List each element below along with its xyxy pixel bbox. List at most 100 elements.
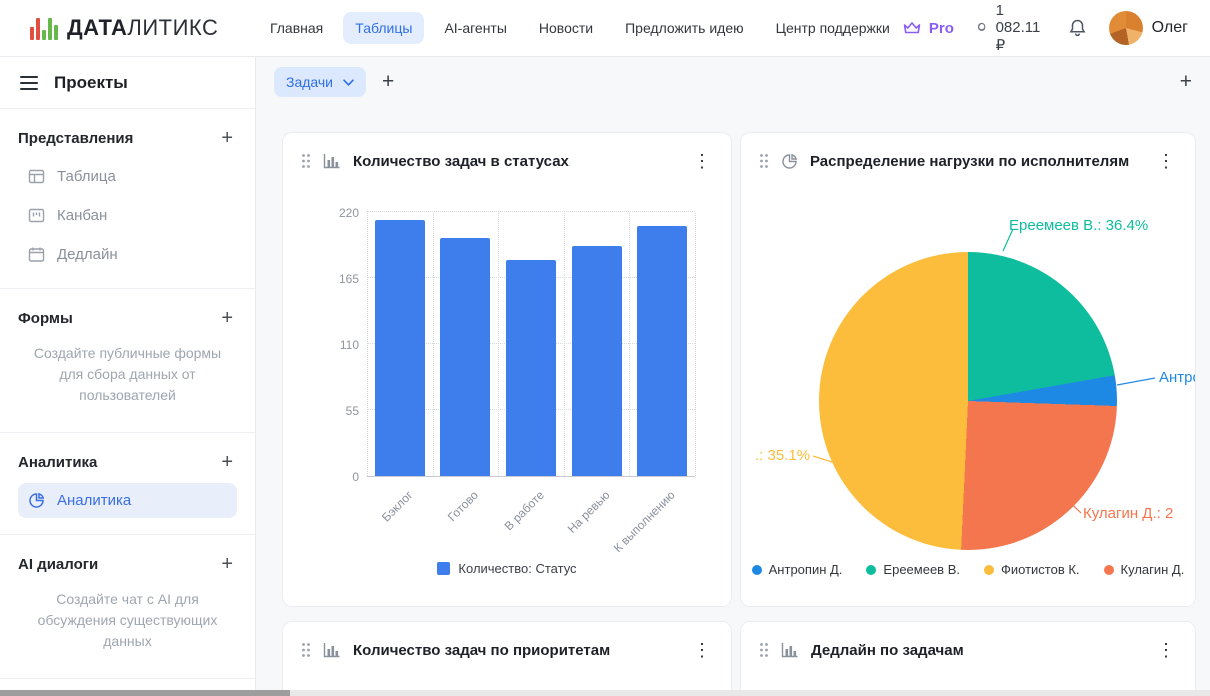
add-tab-button[interactable]: + [382, 70, 395, 93]
bar-chart-icon [323, 153, 341, 169]
bell-icon [1069, 19, 1086, 37]
drag-handle-icon[interactable] [301, 153, 311, 169]
section-forms: Формы + Создайте публичные формы для сбо… [0, 288, 255, 433]
kanban-icon [28, 208, 45, 223]
sidebar-title: Проекты [54, 72, 128, 92]
ai-dialogs-description: Создайте чат с AI для обсуждения существ… [37, 591, 218, 649]
pie-graphic[interactable] [819, 252, 1117, 550]
logo-bars-icon [30, 16, 58, 40]
add-analytics-button[interactable]: + [221, 451, 233, 473]
pie-label-fiotistov: .: 35.1% [755, 447, 811, 464]
card-title: Распределение нагрузки по исполнителям [810, 152, 1130, 170]
nav-tables[interactable]: Таблицы [343, 12, 425, 44]
logo-bold: ДАТА [67, 15, 128, 40]
tab-tasks[interactable]: Задачи [274, 67, 367, 97]
sidebar-item-analytics[interactable]: Аналитика [18, 483, 237, 518]
bar-chart-icon [781, 642, 799, 658]
legend-label: Количество: Статус [458, 561, 577, 576]
sidebar-item-label: Дедлайн [57, 246, 118, 263]
horizontal-scrollbar[interactable] [0, 690, 1210, 696]
bar-chart-icon [323, 642, 341, 658]
add-form-button[interactable]: + [221, 307, 233, 329]
bar-Бэклог[interactable] [374, 220, 425, 476]
card-load-by-assignee: Распределение нагрузки по исполнителям ⋮… [740, 132, 1196, 607]
hamburger-icon[interactable] [20, 75, 38, 90]
tab-bar: Задачи + + [256, 57, 1210, 107]
section-forms-title: Формы [18, 309, 73, 327]
legend-item[interactable]: Кулагин Д. [1103, 562, 1184, 577]
pro-button[interactable]: Pro [902, 20, 954, 37]
bar-На ревью[interactable] [571, 245, 622, 476]
section-views: Представления + Таблица Канбан Дедлайн [0, 109, 255, 288]
nav-home[interactable]: Главная [269, 20, 324, 36]
nav-ai-agents[interactable]: AI-агенты [444, 20, 507, 36]
sidebar: Проекты Представления + Таблица Канбан Д… [0, 57, 256, 696]
legend-label: Ереемеев В. [883, 562, 960, 577]
legend-item[interactable]: Фиотистов К. [983, 562, 1080, 577]
main-nav: Главная Таблицы AI-агенты Новости Предло… [258, 12, 902, 44]
section-views-title: Представления [18, 129, 134, 147]
sidebar-item-table[interactable]: Таблица [18, 159, 237, 194]
user-menu[interactable]: Олег [1108, 11, 1188, 45]
logo[interactable]: ДАТАЛИТИКС [0, 15, 222, 41]
crown-icon [903, 22, 921, 34]
bar-chart-legend[interactable]: Количество: Статус [283, 561, 731, 576]
drag-handle-icon[interactable] [759, 153, 769, 169]
pie-label-kulagin: Кулагин Д.: 2 [1083, 505, 1174, 522]
balance[interactable]: 1 082.11 ₽ [976, 2, 1046, 54]
pie-icon [29, 492, 45, 508]
nav-support-center[interactable]: Центр поддержки [775, 20, 890, 36]
bar-К выполнению[interactable] [637, 226, 688, 476]
bar-Готово[interactable] [440, 238, 491, 476]
legend-item[interactable]: Ереемеев В. [866, 562, 960, 577]
drag-handle-icon[interactable] [301, 642, 311, 658]
bar-chart-yaxis: 0 55 110 165 220 [338, 206, 359, 484]
pie-chart-legend: Антропин Д. Ереемеев В. Фиотистов К. Кул… [741, 562, 1195, 577]
logo-wordmark: ДАТАЛИТИКС [67, 15, 218, 41]
section-analytics-title: Аналитика [18, 453, 98, 471]
balance-amount: 1 082.11 ₽ [995, 2, 1041, 54]
add-widget-button[interactable]: + [1179, 70, 1192, 93]
main-content: Задачи + + Количество задач в статусах ⋮ [256, 57, 1210, 696]
bar-chart-xaxis: Бэклог Готово В работе На ревью К выполнению [379, 488, 679, 556]
bar-В работе[interactable] [506, 260, 556, 476]
scrollbar-thumb[interactable] [0, 690, 290, 696]
bar-plot [367, 211, 696, 477]
nav-suggest-idea[interactable]: Предложить идею [625, 20, 744, 36]
chevron-down-icon [343, 78, 354, 86]
add-view-button[interactable]: + [221, 127, 233, 149]
card-header: Количество задач по приоритетам ⋮ [283, 622, 731, 678]
pro-label: Pro [928, 19, 954, 37]
tab-tasks-label: Задачи [286, 74, 334, 90]
sidebar-item-label: Аналитика [57, 492, 132, 509]
section-analytics: Аналитика + Аналитика [0, 433, 255, 534]
legend-item[interactable]: Антропин Д. [751, 562, 842, 577]
kebab-menu-icon[interactable]: ⋮ [1157, 639, 1175, 660]
pie-chart-icon [781, 153, 798, 170]
notifications-button[interactable] [1068, 18, 1087, 38]
kebab-menu-icon[interactable]: ⋮ [693, 639, 711, 660]
card-header: Распределение нагрузки по исполнителям ⋮ [741, 133, 1195, 189]
sidebar-item-deadline[interactable]: Дедлайн [18, 237, 237, 272]
legend-dot [751, 564, 762, 575]
header-right: Pro 1 082.11 ₽ Олег [902, 2, 1210, 54]
card-title: Дедлайн по задачам [811, 641, 964, 659]
avatar [1108, 11, 1143, 45]
card-header: Дедлайн по задачам ⋮ [741, 622, 1195, 678]
legend-dot [866, 564, 877, 575]
add-ai-dialog-button[interactable]: + [221, 553, 233, 575]
section-ai-dialogs: AI диалоги + Создайте чат с AI для обсуж… [0, 534, 255, 679]
sidebar-item-label: Таблица [57, 168, 116, 185]
kebab-menu-icon[interactable]: ⋮ [1157, 150, 1175, 171]
card-header: Количество задач в статусах ⋮ [283, 133, 731, 189]
card-tasks-by-status: Количество задач в статусах ⋮ 0 55 110 165 2… [282, 132, 732, 607]
sidebar-header: Проекты [0, 57, 255, 109]
nav-news[interactable]: Новости [538, 20, 594, 36]
section-ai-dialogs-title: AI диалоги [18, 555, 99, 573]
header: ДАТАЛИТИКС Главная Таблицы AI-агенты Нов… [0, 0, 1210, 57]
kebab-menu-icon[interactable]: ⋮ [693, 150, 711, 171]
pie-label-antropin: Антро [1159, 369, 1195, 386]
sidebar-item-kanban[interactable]: Канбан [18, 198, 237, 233]
drag-handle-icon[interactable] [759, 642, 769, 658]
